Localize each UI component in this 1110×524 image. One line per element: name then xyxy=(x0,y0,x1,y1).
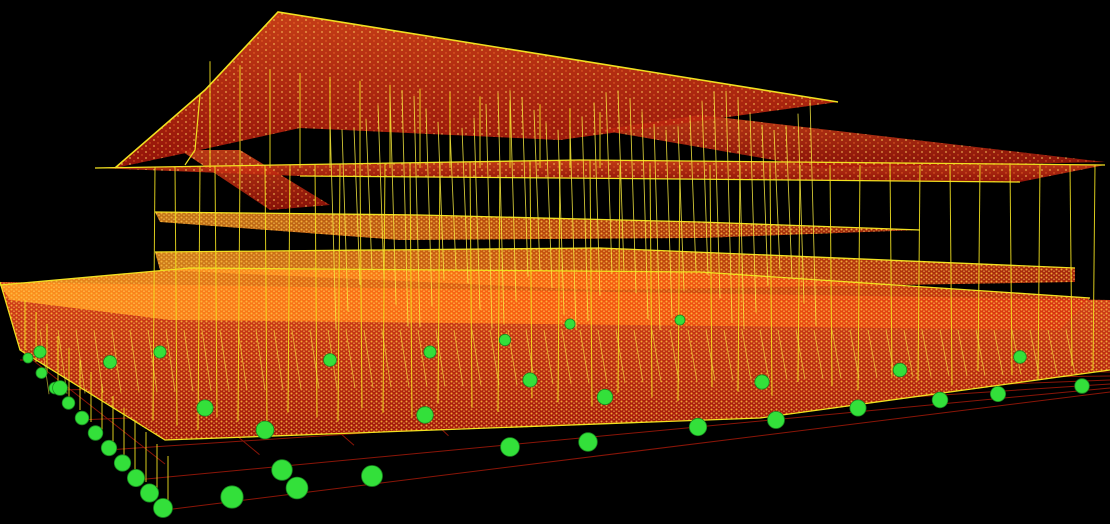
support-node xyxy=(596,388,614,406)
support-node xyxy=(990,385,1007,402)
support-nodes xyxy=(22,314,1090,518)
third-floor-slab xyxy=(155,212,920,240)
column xyxy=(589,160,593,407)
column xyxy=(197,166,201,430)
column xyxy=(237,165,241,422)
support-node xyxy=(74,410,90,426)
support-node xyxy=(767,411,785,429)
support-node xyxy=(153,345,167,359)
support-node xyxy=(220,485,244,509)
lower-braces xyxy=(39,329,1076,395)
support-node xyxy=(285,476,309,500)
roof-canopy xyxy=(114,11,839,169)
support-node xyxy=(35,367,48,379)
column xyxy=(949,164,953,385)
column xyxy=(437,162,441,404)
support-node xyxy=(754,374,770,390)
column xyxy=(337,164,341,422)
support-node xyxy=(52,380,68,396)
support-node xyxy=(87,425,104,441)
grid-line xyxy=(135,387,1110,481)
support-node xyxy=(849,399,867,417)
support-node xyxy=(323,353,337,367)
support-node xyxy=(113,454,132,472)
support-node xyxy=(61,396,76,410)
support-node xyxy=(578,432,598,452)
support-node xyxy=(892,362,908,378)
column xyxy=(857,164,861,391)
column xyxy=(677,164,681,402)
column xyxy=(382,163,386,413)
column xyxy=(174,166,178,426)
column xyxy=(1092,164,1096,371)
columns xyxy=(24,61,1096,506)
column xyxy=(264,165,268,427)
column xyxy=(557,160,561,403)
diagonal-braces xyxy=(329,90,817,330)
support-node xyxy=(196,399,214,417)
support-node xyxy=(255,420,275,440)
support-node xyxy=(127,468,146,487)
column xyxy=(152,167,156,421)
column xyxy=(737,164,741,392)
column xyxy=(409,162,413,418)
support-node xyxy=(500,437,520,457)
column xyxy=(497,161,501,412)
column xyxy=(829,164,833,387)
column xyxy=(889,164,893,377)
support-node xyxy=(361,465,383,487)
support-node xyxy=(271,459,293,481)
column xyxy=(1037,164,1041,380)
support-node xyxy=(564,318,576,330)
column xyxy=(1069,164,1073,366)
support-node xyxy=(33,345,47,359)
support-node xyxy=(674,314,686,326)
column xyxy=(769,164,773,396)
support-node xyxy=(153,498,173,518)
bracing xyxy=(39,90,1076,395)
column xyxy=(469,161,473,408)
column xyxy=(287,164,291,413)
column xyxy=(917,164,921,381)
ramp-slab xyxy=(180,150,330,210)
support-node xyxy=(139,483,159,503)
support-node xyxy=(416,406,434,424)
column xyxy=(977,164,981,372)
column xyxy=(1009,164,1013,376)
column xyxy=(617,164,621,393)
support-node xyxy=(423,345,437,359)
support-node xyxy=(22,352,34,364)
grid-line xyxy=(164,391,1110,511)
support-node xyxy=(498,333,512,347)
column xyxy=(649,164,653,397)
support-node xyxy=(1013,350,1027,364)
support-node xyxy=(1074,378,1090,394)
support-node xyxy=(522,372,538,388)
support-node xyxy=(103,355,117,369)
column xyxy=(529,161,533,399)
column xyxy=(214,166,218,418)
support-node xyxy=(931,391,949,409)
support-node xyxy=(688,417,708,437)
upper-floor-slab xyxy=(95,115,1105,182)
support-node xyxy=(100,439,118,457)
column xyxy=(797,164,801,382)
column xyxy=(709,164,713,388)
column xyxy=(359,163,363,409)
